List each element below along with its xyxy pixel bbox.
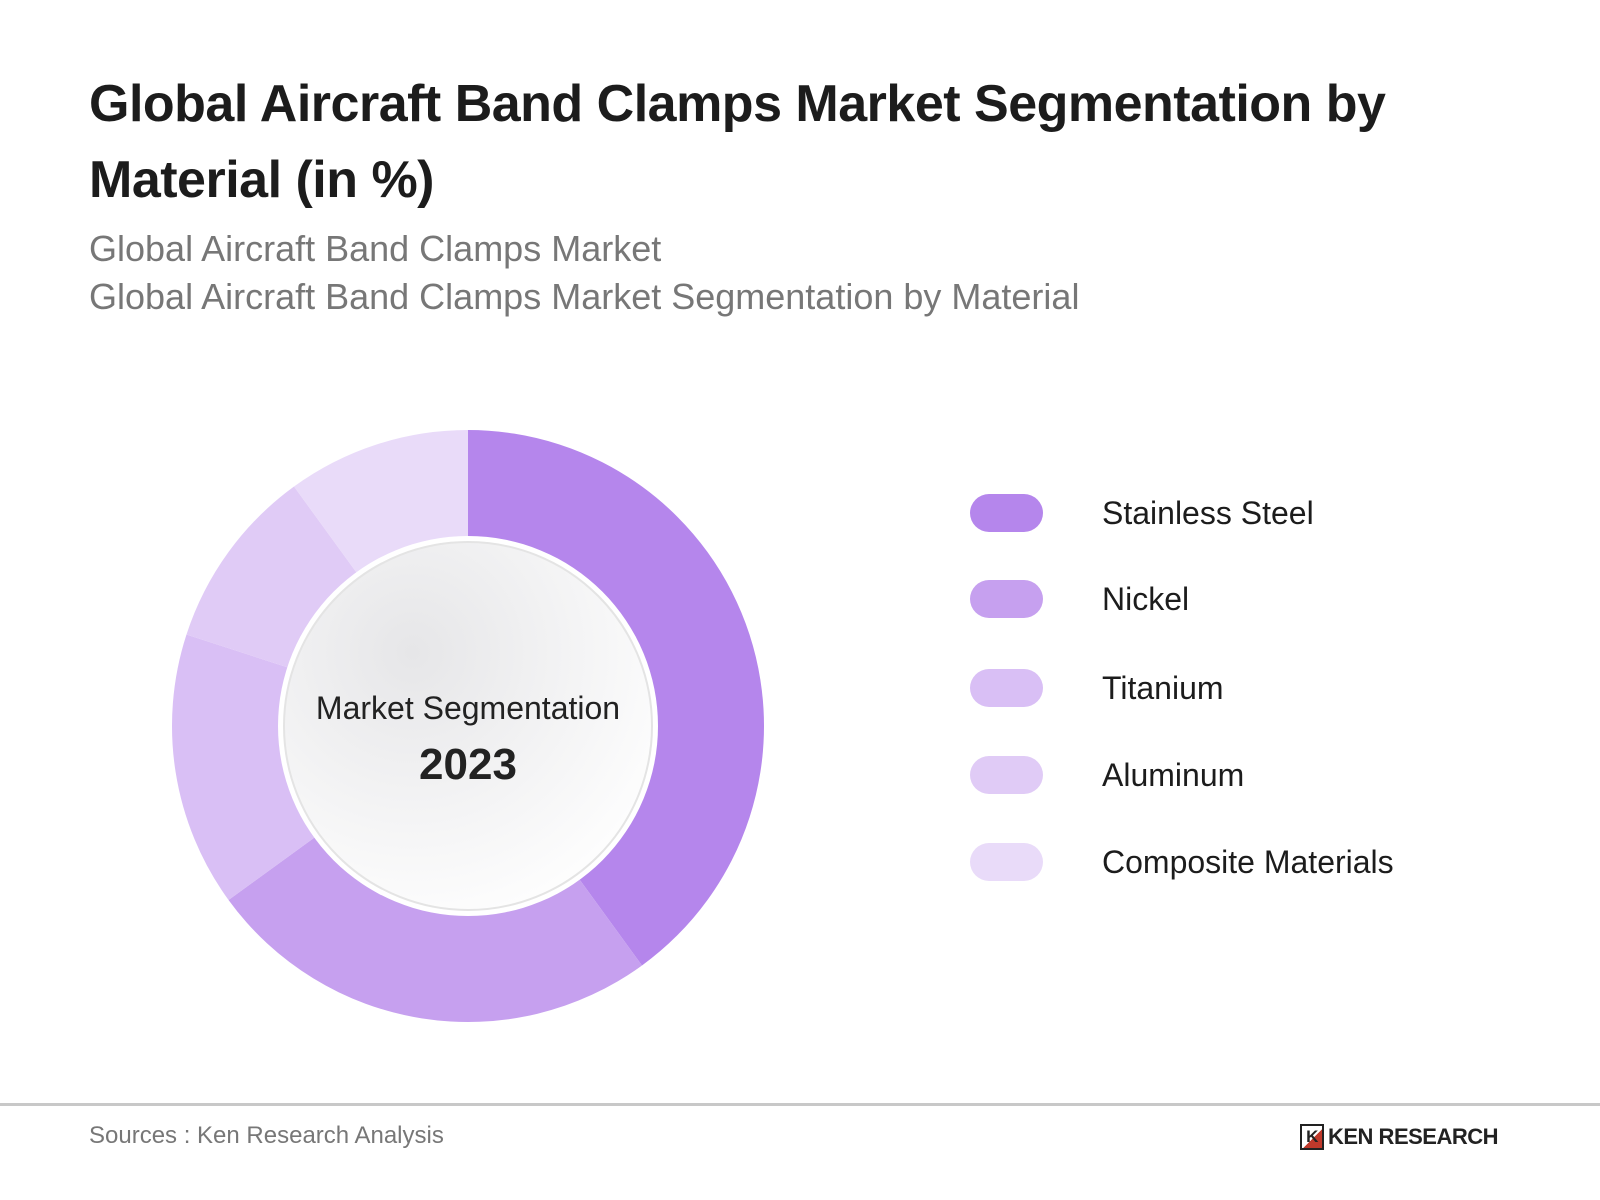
- logo-text: KEN RESEARCH: [1328, 1124, 1499, 1149]
- legend-item: Titanium: [970, 669, 1224, 707]
- legend-item: Stainless Steel: [970, 494, 1314, 532]
- legend-label: Composite Materials: [1102, 843, 1394, 880]
- legend-item: Composite Materials: [970, 843, 1394, 881]
- legend-label: Aluminum: [1102, 756, 1245, 793]
- legend-item: Aluminum: [970, 756, 1244, 794]
- legend-swatch: [970, 494, 1043, 532]
- source-note: Sources : Ken Research Analysis: [89, 1122, 444, 1149]
- legend-swatch: [970, 756, 1043, 794]
- chart-title: Global Aircraft Band Clamps Market Segme…: [89, 75, 1386, 209]
- ken-research-logo: K KEN RESEARCH: [1300, 1124, 1499, 1150]
- legend-label: Stainless Steel: [1102, 494, 1314, 531]
- footer-divider: [0, 1103, 1600, 1106]
- legend-item: Nickel: [970, 580, 1189, 618]
- legend-label: Nickel: [1102, 580, 1190, 617]
- center-label: Market Segmentation: [315, 690, 621, 726]
- chart-subtitle: Global Aircraft Band Clamps Market: [89, 228, 662, 269]
- donut-hole: [283, 541, 653, 911]
- logo-mark-icon: K: [1300, 1124, 1324, 1150]
- legend-label: Titanium: [1102, 669, 1224, 706]
- legend-swatch: [970, 843, 1043, 881]
- chart-subtitle-2: Global Aircraft Band Clamps Market Segme…: [89, 276, 1080, 317]
- center-year: 2023: [419, 740, 517, 789]
- legend-swatch: [970, 669, 1043, 707]
- legend-swatch: [970, 580, 1043, 618]
